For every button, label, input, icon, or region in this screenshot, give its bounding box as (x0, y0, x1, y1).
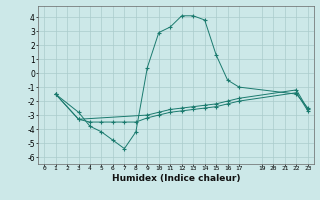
X-axis label: Humidex (Indice chaleur): Humidex (Indice chaleur) (112, 174, 240, 183)
